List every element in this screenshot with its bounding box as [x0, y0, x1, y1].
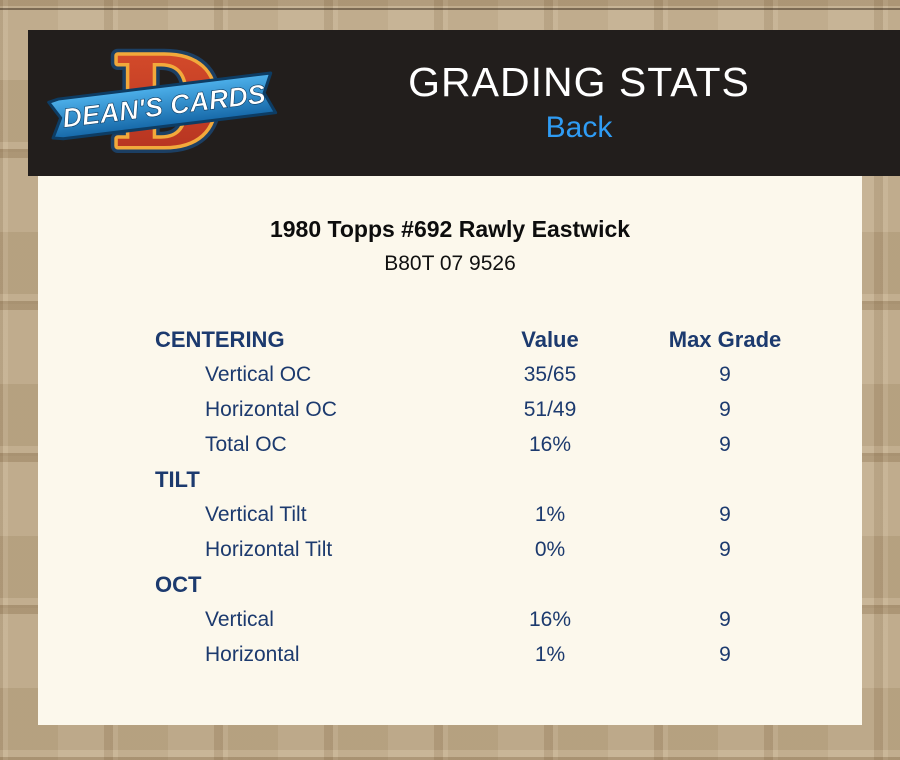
row-label: Horizontal OC [205, 397, 337, 421]
table-row: Vertical 16% 9 [155, 602, 810, 637]
grading-table: CENTERING Value Max Grade Vertical OC 35… [155, 322, 810, 672]
header-bar: D D D DEAN'S CARDS GRADING STATS Back [28, 24, 900, 183]
row-grade: 9 [719, 537, 731, 561]
table-row: Horizontal 1% 9 [155, 637, 810, 672]
row-value: 1% [534, 502, 566, 526]
table-row: Horizontal Tilt 0% 9 [155, 532, 810, 567]
table-section-row-tilt: TILT [155, 462, 810, 497]
table-row: Horizontal OC 51/49 9 [155, 392, 810, 427]
table-row: Total OC 16% 9 [155, 427, 810, 462]
row-value: 51/49 [523, 397, 577, 421]
row-value: 16% [528, 432, 572, 456]
table-row: Vertical OC 35/65 9 [155, 357, 810, 392]
row-grade: 9 [719, 607, 731, 631]
page-title: GRADING STATS [408, 59, 750, 106]
row-grade: 9 [719, 362, 731, 386]
row-grade: 9 [719, 397, 731, 421]
row-grade: 9 [719, 642, 731, 666]
row-label: Horizontal [205, 642, 300, 666]
section-label: TILT [155, 466, 200, 492]
table-row: Vertical Tilt 1% 9 [155, 497, 810, 532]
deans-cards-logo[interactable]: D D D DEAN'S CARDS [46, 24, 286, 183]
row-value: 16% [528, 607, 572, 631]
row-label: Horizontal Tilt [205, 537, 333, 561]
back-link[interactable]: Back [545, 110, 613, 144]
row-grade: 9 [719, 432, 731, 456]
card-title: 1980 Topps #692 Rawly Eastwick [269, 216, 631, 242]
header-titles: GRADING STATS Back [258, 30, 900, 176]
table-header-row: CENTERING Value Max Grade [155, 322, 810, 357]
section-label: OCT [155, 571, 202, 597]
column-header-max-grade: Max Grade [668, 326, 782, 352]
deans-cards-logo-graphic: D D D DEAN'S CARDS [47, 24, 278, 183]
row-label: Vertical [205, 607, 274, 631]
grading-stats-panel: 1980 Topps #692 Rawly Eastwick B80T 07 9… [38, 176, 862, 725]
row-value: 0% [534, 537, 566, 561]
row-label: Vertical OC [205, 362, 312, 386]
row-value: 1% [534, 642, 566, 666]
row-grade: 9 [719, 502, 731, 526]
row-label: Total OC [205, 432, 287, 456]
background-card-grid-line [0, 8, 900, 10]
row-value: 35/65 [523, 362, 577, 386]
table-section-row-oct: OCT [155, 567, 810, 602]
row-label: Vertical Tilt [205, 502, 307, 526]
column-header-centering: CENTERING [155, 326, 285, 352]
column-header-value: Value [521, 326, 579, 352]
card-code: B80T 07 9526 [384, 252, 516, 275]
